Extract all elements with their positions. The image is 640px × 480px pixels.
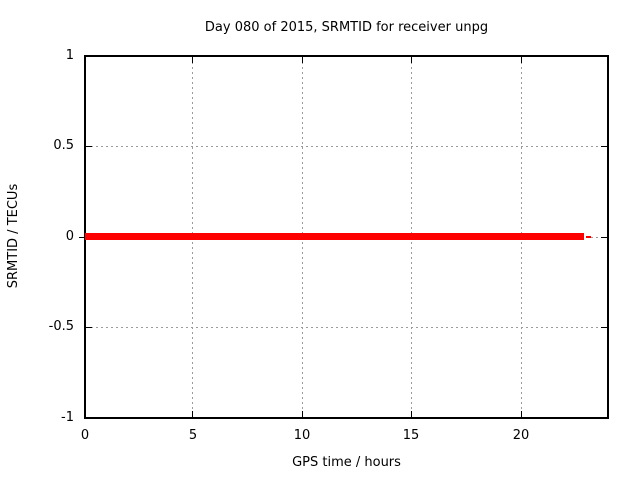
xtick-mark-top-20 [521,57,522,63]
data-line-srmtid [85,233,584,240]
xtick-label-0: 0 [80,428,90,443]
ytick-mark-right-0 [601,237,607,238]
xtick-mark-top-10 [302,57,303,63]
y-axis-label: SRMTID / TECUs [6,183,21,289]
xtick-mark-bottom-5 [192,411,193,417]
xtick-mark-top-15 [411,57,412,63]
data-line-end-dash [586,236,591,238]
gridline-y-0p5 [86,146,607,147]
ytick-mark-left-neg0p5 [86,327,92,328]
xtick-label-10: 10 [293,428,311,443]
ytick-label-0: 0 [65,229,74,244]
ytick-mark-right-neg0p5 [601,327,607,328]
xtick-mark-bottom-15 [411,411,412,417]
ytick-label-0p5: 0.5 [53,138,74,153]
gridline-y-neg0p5 [86,327,607,328]
xtick-mark-bottom-20 [521,411,522,417]
xtick-mark-top-5 [192,57,193,63]
xtick-label-20: 20 [512,428,530,443]
ytick-label-neg0p5: -0.5 [48,319,74,334]
ytick-mark-left-0p5 [86,146,92,147]
xtick-label-5: 5 [188,428,198,443]
x-axis-label: GPS time / hours [292,455,401,470]
ytick-mark-right-0p5 [601,146,607,147]
xtick-label-15: 15 [402,428,420,443]
ytick-label-neg1: -1 [61,410,74,425]
ytick-label-1: 1 [65,48,74,63]
chart-title: Day 080 of 2015, SRMTID for receiver unp… [204,20,489,35]
xtick-mark-bottom-10 [302,411,303,417]
